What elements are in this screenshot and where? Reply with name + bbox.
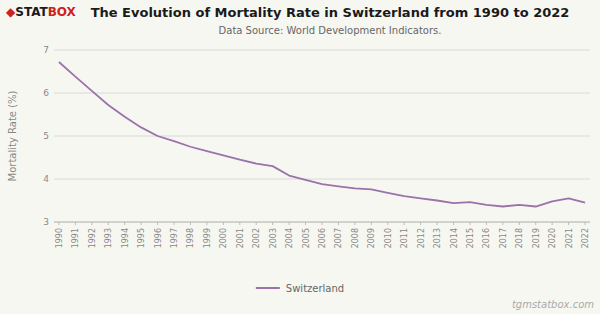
watermark: tgmstatbox.com — [512, 299, 594, 310]
x-tick-label: 2015 — [466, 228, 475, 248]
x-tick — [124, 222, 125, 225]
x-tick-label: 2011 — [400, 228, 409, 248]
x-tick — [206, 222, 207, 225]
x-tick — [404, 222, 405, 225]
x-tick-label: 1994 — [121, 228, 130, 248]
x-tick — [502, 222, 503, 225]
grid-line — [54, 136, 590, 137]
x-tick-label: 2005 — [302, 228, 311, 248]
x-tick — [568, 222, 569, 225]
x-tick-label: 2002 — [252, 228, 261, 248]
grid-line — [54, 50, 590, 51]
x-tick — [519, 222, 520, 225]
x-tick-label: 1998 — [186, 228, 195, 248]
x-tick — [272, 222, 273, 225]
x-axis: 1990 1991 1992 1993 1994 1995 1996 1997 1998 1999… — [55, 222, 590, 248]
y-axis-label: Mortality Rate (%) — [7, 90, 18, 181]
y-tick-label: 6 — [43, 88, 49, 98]
x-tick — [239, 222, 240, 225]
x-tick-label: 2018 — [515, 228, 524, 248]
x-tick-label: 2020 — [548, 228, 557, 248]
x-tick — [338, 222, 339, 225]
x-tick — [223, 222, 224, 225]
grid-line — [54, 179, 590, 180]
logo: ◆STATBOX — [6, 5, 77, 19]
x-tick-label: 2012 — [417, 228, 426, 248]
logo-part: STAT — [15, 5, 48, 19]
x-tick — [289, 222, 290, 225]
x-tick — [535, 222, 536, 225]
x-tick — [322, 222, 323, 225]
x-tick-label: 2006 — [318, 228, 327, 248]
x-tick-label: 2008 — [351, 228, 360, 248]
x-tick-label: 2000 — [219, 228, 228, 248]
x-tick-label: 2010 — [384, 228, 393, 248]
y-tick-label: 7 — [43, 45, 49, 55]
legend: Switzerland — [256, 283, 344, 294]
x-tick — [371, 222, 372, 225]
line — [59, 62, 585, 206]
x-tick — [75, 222, 76, 225]
x-tick-label: 2016 — [482, 228, 491, 248]
x-tick-label: 1991 — [71, 228, 80, 248]
x-tick-label: 1995 — [137, 228, 146, 248]
x-tick — [354, 222, 355, 225]
x-tick — [437, 222, 438, 225]
x-tick — [420, 222, 421, 225]
logo-part: BOX — [48, 5, 77, 19]
x-tick-label: 2001 — [236, 228, 245, 248]
x-tick-label: 1999 — [203, 228, 212, 248]
x-tick — [157, 222, 158, 225]
x-tick — [305, 222, 306, 225]
x-tick-label: 1996 — [154, 228, 163, 248]
x-tick-label: 1997 — [170, 228, 179, 248]
x-tick — [58, 222, 59, 225]
x-tick — [108, 222, 109, 225]
x-tick — [387, 222, 388, 225]
legend-label: Switzerland — [286, 283, 344, 294]
x-tick — [190, 222, 191, 225]
x-tick-label: 2003 — [269, 228, 278, 248]
x-tick-label: 2017 — [499, 228, 508, 248]
y-tick-label: 5 — [43, 131, 49, 141]
grid-line — [54, 93, 590, 94]
x-tick-label: 2014 — [450, 228, 459, 248]
x-tick — [469, 222, 470, 225]
x-tick — [552, 222, 553, 225]
x-tick — [585, 222, 586, 225]
y-tick-label: 4 — [43, 174, 49, 184]
x-tick-label: 2007 — [334, 228, 343, 248]
title: The Evolution of Mortality Rate in Switz… — [91, 5, 570, 20]
x-tick-label: 2021 — [565, 228, 574, 248]
x-tick — [91, 222, 92, 225]
x-tick — [453, 222, 454, 225]
x-tick-label: 2022 — [581, 228, 590, 248]
chart: The Evolution of Mortality Rate in Switz… — [0, 0, 600, 314]
plot-area — [59, 62, 585, 206]
y-axis: 3 4 5 6 7 — [43, 45, 590, 227]
y-tick-label: 3 — [43, 217, 49, 227]
x-tick-label: 2013 — [433, 228, 442, 248]
x-tick-label: 1990 — [55, 228, 64, 248]
x-tick — [141, 222, 142, 225]
background — [0, 0, 600, 314]
legend-swatch — [256, 287, 280, 289]
subtitle: Data Source: World Development Indicator… — [219, 25, 442, 36]
x-tick — [174, 222, 175, 225]
x-tick — [486, 222, 487, 225]
x-tick-label: 2009 — [367, 228, 376, 248]
x-tick-label: 2019 — [532, 228, 541, 248]
x-tick-label: 1993 — [104, 228, 113, 248]
x-tick — [256, 222, 257, 225]
x-tick-label: 1992 — [88, 228, 97, 248]
x-tick-label: 2004 — [285, 228, 294, 248]
